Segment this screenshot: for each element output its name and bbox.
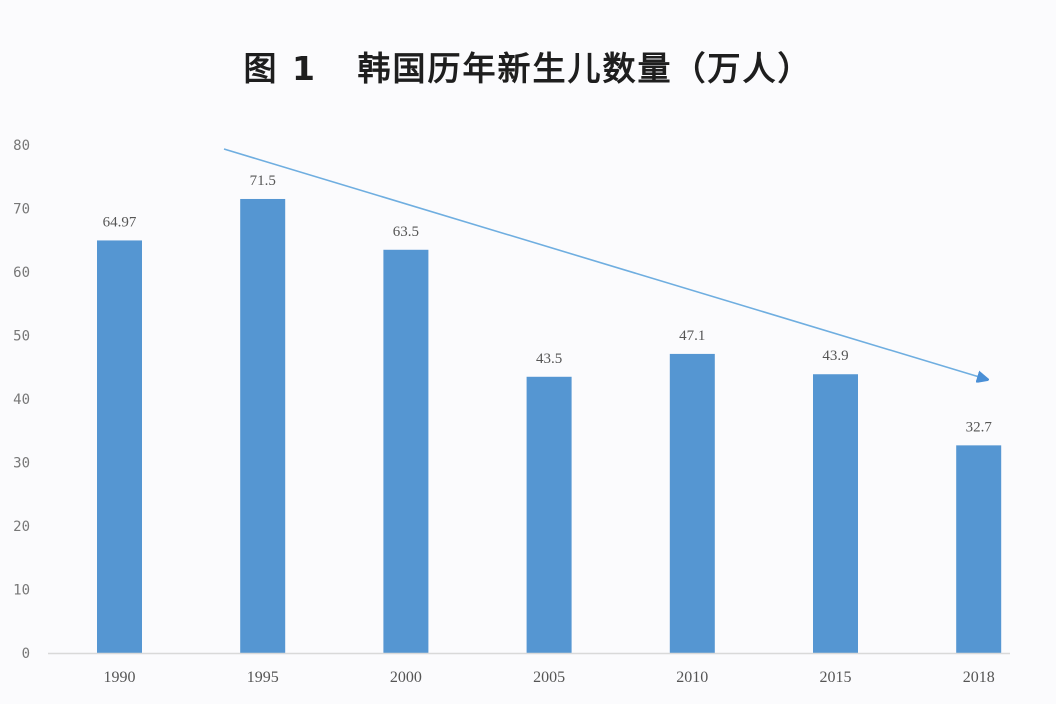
- bar-2005: 43.5: [526, 351, 572, 653]
- y-axis: 0 10 20 30 40 50 60 70 80: [13, 138, 30, 662]
- bar-2018: 32.7: [956, 419, 1002, 653]
- x-tick-label: 2005: [533, 669, 565, 686]
- bar: [813, 374, 858, 653]
- y-tick-label: 30: [13, 456, 30, 472]
- x-axis: 1990 1995 2000 2005 2010 2015 2018: [104, 669, 995, 686]
- bar: [669, 353, 715, 653]
- bar: [383, 249, 429, 653]
- y-tick-label: 10: [13, 583, 30, 599]
- bar: [240, 198, 286, 653]
- chart-title: 图 1 韩国历年新生儿数量（万人）: [243, 49, 813, 88]
- x-tick-label: 2015: [820, 669, 852, 686]
- data-label: 32.7: [966, 419, 993, 435]
- y-tick-label: 40: [13, 392, 30, 408]
- bar-2000: 63.5: [383, 224, 429, 653]
- bar-1990: 64.97: [97, 214, 142, 654]
- data-label: 43.5: [536, 351, 562, 367]
- bar: [956, 445, 1002, 653]
- data-label: 63.5: [393, 224, 419, 240]
- y-tick-label: 20: [13, 519, 30, 535]
- bar: [526, 376, 572, 653]
- bar: [97, 240, 142, 654]
- y-tick-label: 50: [13, 329, 30, 345]
- y-tick-label: 70: [13, 202, 30, 218]
- trend-arrow-icon: [223, 148, 986, 379]
- bars-group: 64.97 71.5 63.5 43.5 47.1 43.9 32.7: [97, 173, 1002, 654]
- bar-2015: 43.9: [813, 348, 858, 653]
- x-tick-label: 2000: [390, 669, 422, 686]
- x-tick-label: 2010: [676, 669, 708, 686]
- x-tick-label: 1995: [247, 669, 279, 686]
- y-tick-label: 80: [13, 138, 30, 154]
- bar-2010: 47.1: [669, 328, 715, 653]
- data-label: 71.5: [250, 173, 276, 189]
- y-tick-label: 60: [13, 265, 30, 281]
- x-tick-label: 2018: [963, 669, 995, 686]
- data-label: 47.1: [679, 328, 705, 344]
- data-label: 64.97: [103, 214, 137, 230]
- x-tick-label: 1990: [104, 669, 136, 686]
- y-tick-label: 0: [22, 646, 30, 662]
- bar-1995: 71.5: [240, 173, 286, 653]
- data-label: 43.9: [822, 348, 848, 364]
